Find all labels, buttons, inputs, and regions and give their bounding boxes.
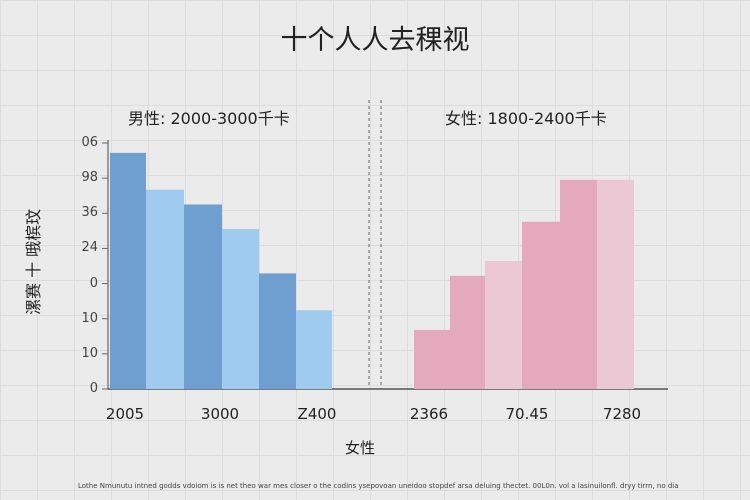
male-bar-5 bbox=[259, 273, 296, 389]
y-tick-label: 06 bbox=[81, 135, 98, 150]
female-bar-5 bbox=[560, 179, 597, 389]
y-tick-label: 10 bbox=[81, 310, 98, 326]
male-bar-2 bbox=[146, 189, 184, 389]
male-bar-6 bbox=[296, 310, 332, 389]
female-bar-2 bbox=[450, 275, 485, 389]
y-tick-label: 10 bbox=[81, 345, 98, 361]
x-tick-label: 70.45 bbox=[505, 405, 549, 423]
female-bar-1 bbox=[414, 329, 450, 389]
x-tick-label: 2366 bbox=[409, 405, 449, 423]
female-bar-4 bbox=[522, 221, 560, 389]
x-axis-label: 女性 bbox=[345, 439, 376, 457]
male-bar-1 bbox=[110, 152, 146, 389]
x-tick-label: Z400 bbox=[297, 405, 337, 423]
female-bar-6 bbox=[597, 179, 634, 389]
x-tick-label: 3000 bbox=[200, 405, 240, 423]
footnote: Lothe Nmunutu intned godds vdoiom is is … bbox=[78, 482, 678, 490]
chart-title: 十个人人去稞视 bbox=[280, 25, 470, 56]
x-tick-label: 2005 bbox=[105, 405, 145, 423]
male-bar-4 bbox=[222, 229, 259, 389]
female-bar-3 bbox=[485, 261, 522, 389]
y-tick-label: 36 bbox=[81, 205, 98, 221]
male-bar-3 bbox=[184, 204, 222, 389]
female-subtitle: 女性: 1800-2400千卡 bbox=[445, 109, 607, 128]
y-tick-label: 24 bbox=[81, 240, 98, 256]
x-tick-label: 7280 bbox=[602, 405, 642, 423]
y-tick-label: 0 bbox=[89, 381, 98, 396]
male-subtitle: 男性: 2000-3000千卡 bbox=[128, 109, 290, 128]
y-tick-label: 98 bbox=[81, 170, 98, 186]
y-tick-label: 0 bbox=[89, 275, 98, 291]
